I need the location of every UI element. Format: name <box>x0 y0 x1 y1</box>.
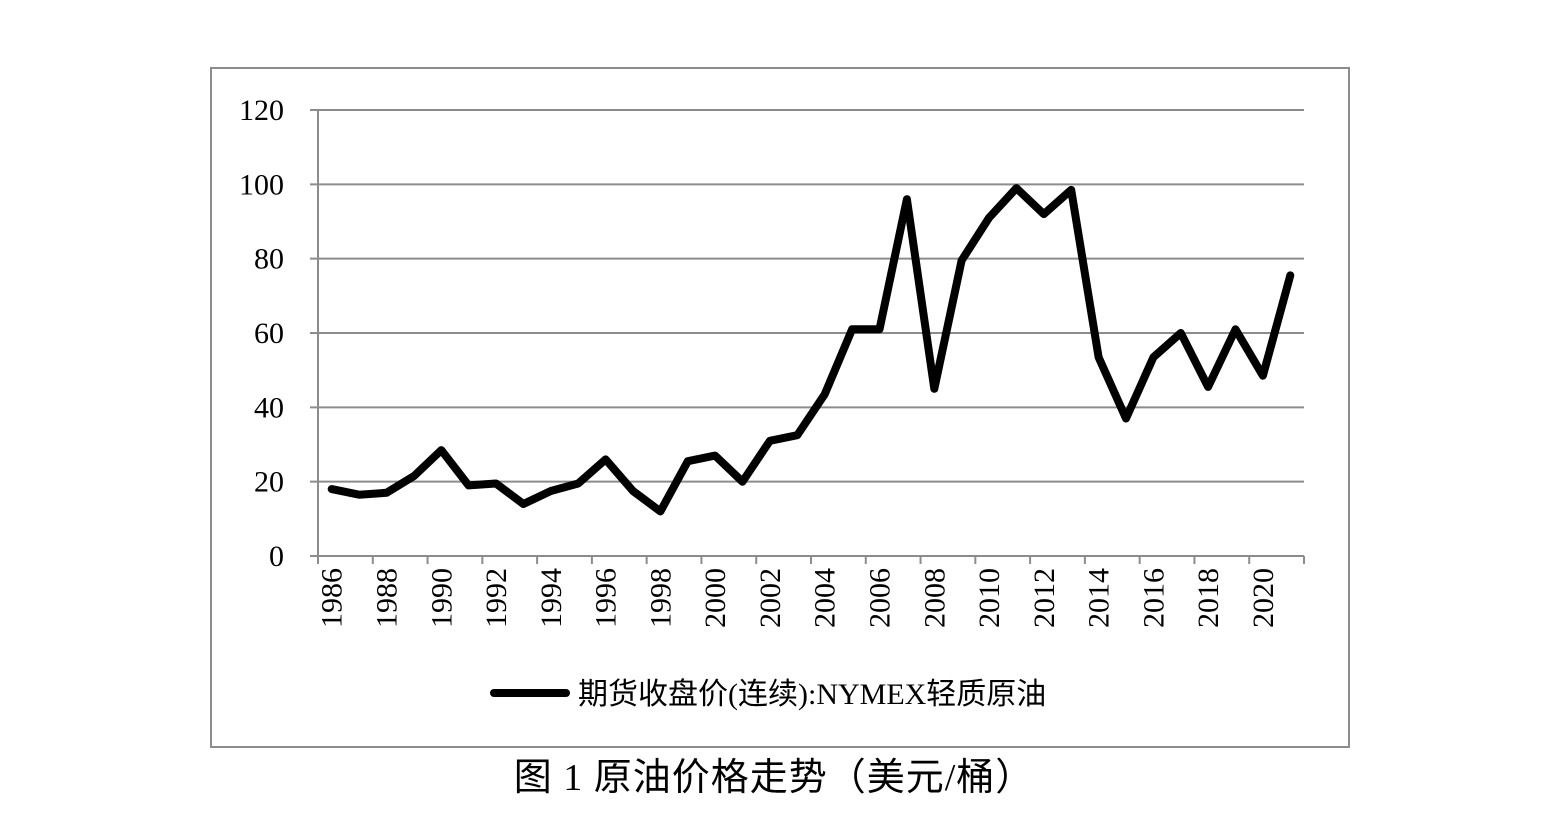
y-tick-label: 100 <box>239 168 284 201</box>
y-tick-label: 40 <box>254 391 284 424</box>
x-tick-label: 2000 <box>699 568 732 628</box>
legend-label: 期货收盘价(连续):NYMEX轻质原油 <box>578 678 1046 711</box>
x-tick-label: 2004 <box>809 568 842 628</box>
line-chart: 0 20 40 60 80 100 120 1986 1988 1990 1992 1994 1996 1… <box>239 94 1305 711</box>
x-tick-label: 1986 <box>316 568 349 628</box>
x-tick-label: 1990 <box>425 568 458 628</box>
x-tick-label: 2020 <box>1247 568 1280 628</box>
x-tick-label: 1996 <box>590 568 623 628</box>
x-tick-label: 2012 <box>1028 568 1061 628</box>
x-tick-label: 1988 <box>370 568 403 628</box>
y-tick-label: 0 <box>269 540 284 573</box>
x-tick-label: 2002 <box>754 568 787 628</box>
y-tick-label: 60 <box>254 317 284 350</box>
x-tick-label: 1994 <box>535 568 568 628</box>
x-tick-label: 2010 <box>973 568 1006 628</box>
x-tick-label: 2016 <box>1137 568 1170 628</box>
x-tick-label: 2006 <box>863 568 896 628</box>
y-tick-label: 120 <box>239 94 284 127</box>
x-tick-label: 2018 <box>1192 568 1225 628</box>
chart-frame <box>210 67 1350 748</box>
series-line-0 <box>327 184 1295 516</box>
x-tick-label: 2014 <box>1083 568 1116 628</box>
figure-caption: 图 1 原油价格走势（美元/桶） <box>513 757 1035 799</box>
x-tick-label: 1992 <box>480 568 513 628</box>
y-tick-label: 80 <box>254 243 284 276</box>
x-tick-label: 1998 <box>644 568 677 628</box>
y-tick-label: 20 <box>254 466 284 499</box>
x-tick-label: 2008 <box>918 568 951 628</box>
